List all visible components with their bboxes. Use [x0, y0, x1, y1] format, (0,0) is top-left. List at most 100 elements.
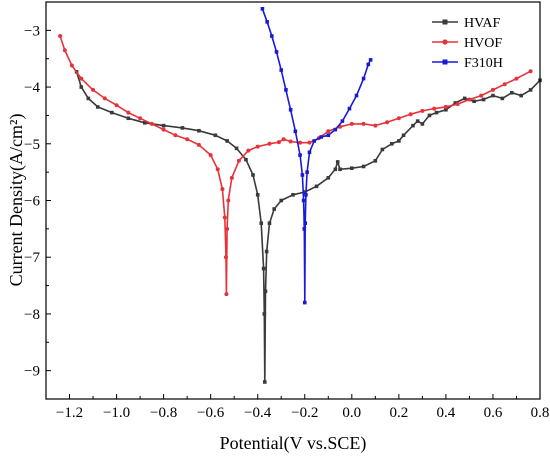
data-point	[161, 123, 166, 128]
x-tick-label: 0.2	[389, 405, 408, 421]
data-point	[502, 82, 507, 87]
x-tick-label: 0.8	[531, 405, 550, 421]
data-point	[514, 76, 519, 81]
data-point	[397, 139, 401, 143]
data-point	[385, 120, 390, 125]
data-point	[326, 129, 331, 134]
data-point	[86, 96, 91, 101]
data-point	[432, 106, 437, 111]
data-point	[62, 48, 67, 53]
data-point	[420, 122, 425, 126]
x-tick-label: 0.4	[437, 405, 456, 421]
data-point	[79, 76, 84, 81]
data-point	[161, 127, 166, 132]
data-point	[455, 102, 460, 107]
data-point	[180, 126, 185, 130]
data-point	[307, 150, 312, 155]
y-tick-label: −7	[24, 250, 40, 266]
data-point	[444, 107, 448, 112]
data-point	[338, 167, 342, 172]
data-point	[490, 87, 495, 92]
data-point	[528, 88, 533, 92]
x-tick-label: 0.6	[484, 405, 503, 421]
data-point	[261, 266, 266, 271]
data-point	[288, 139, 293, 144]
data-point	[491, 93, 495, 98]
data-point	[288, 107, 293, 112]
data-point	[91, 87, 96, 92]
data-point	[427, 113, 432, 118]
x-tick-label: −0.8	[150, 405, 177, 421]
data-point	[302, 300, 307, 305]
data-point	[340, 119, 345, 123]
data-point	[126, 116, 131, 121]
series-layer	[58, 7, 542, 384]
data-point	[110, 110, 114, 115]
data-point	[246, 148, 251, 153]
data-point	[298, 153, 302, 157]
data-point	[354, 93, 359, 98]
data-point	[293, 129, 298, 134]
legend-marker-hvaf	[442, 19, 448, 25]
data-point	[519, 93, 523, 98]
data-point	[347, 106, 352, 111]
data-point	[226, 198, 231, 203]
data-point	[373, 123, 378, 128]
data-point	[276, 140, 281, 145]
legend-marker-hvof	[442, 39, 448, 45]
data-point	[224, 292, 229, 297]
x-tick-label: −0.2	[291, 405, 318, 421]
data-point	[272, 207, 276, 211]
data-point	[298, 140, 303, 145]
data-point	[301, 198, 306, 203]
data-point	[215, 167, 220, 172]
data-point	[462, 96, 467, 101]
data-point	[443, 104, 448, 109]
data-point	[319, 135, 324, 139]
data-point	[361, 121, 366, 126]
data-point	[291, 193, 295, 197]
data-point	[264, 249, 269, 254]
data-point	[173, 133, 178, 138]
ticks-layer: −1.2 −1.0 −0.8 −0.6 −0.4 −0.2 0.0 0.2 0.4 0.6 0.8 −…	[24, 1, 550, 421]
data-point	[396, 116, 401, 121]
data-point	[143, 121, 147, 125]
x-tick-label: −0.4	[244, 405, 272, 421]
data-point	[79, 85, 84, 89]
legend-label-hvof: HVOF	[464, 36, 502, 51]
data-point	[467, 97, 472, 102]
series-line-hvaf	[75, 71, 541, 383]
data-point	[361, 76, 366, 81]
x-tick-label: −1.2	[56, 405, 83, 421]
x-axis-title: Potential(V vs.SCE)	[220, 433, 367, 454]
data-point	[408, 112, 413, 117]
data-point	[251, 173, 255, 177]
data-point	[262, 312, 267, 316]
data-point	[185, 137, 190, 142]
data-point	[300, 173, 305, 177]
data-point	[434, 110, 439, 115]
data-point	[263, 289, 268, 294]
y-tick-label: −9	[24, 364, 40, 380]
data-point	[126, 110, 131, 115]
data-point	[361, 164, 366, 169]
data-point	[333, 127, 338, 132]
data-point	[326, 176, 331, 180]
y-tick-label: −8	[24, 307, 40, 323]
data-point	[420, 108, 425, 113]
data-point	[262, 380, 267, 384]
data-point	[95, 105, 100, 109]
data-point	[225, 139, 229, 143]
data-point	[229, 175, 234, 180]
legend-label-hvaf: HVAF	[464, 16, 501, 31]
series-hvof	[58, 34, 533, 297]
data-point	[335, 160, 340, 164]
data-point	[236, 158, 241, 163]
x-tick-label: 0.0	[342, 405, 361, 421]
x-tick-label: −1.0	[103, 405, 130, 421]
data-point	[305, 170, 309, 174]
data-point	[500, 96, 505, 101]
data-point	[225, 226, 230, 231]
data-point	[350, 166, 354, 170]
data-point	[255, 193, 260, 197]
